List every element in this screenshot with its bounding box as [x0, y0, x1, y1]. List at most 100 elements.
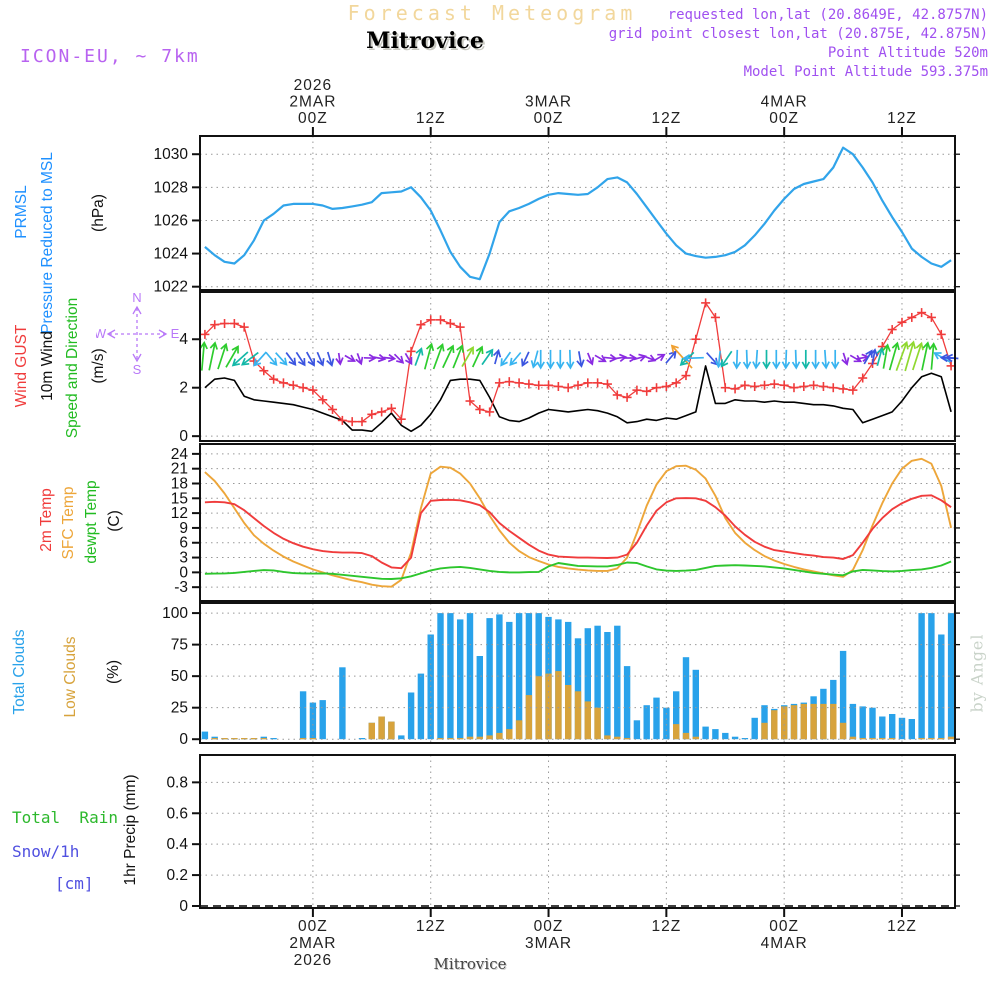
svg-text:1030: 1030: [154, 146, 189, 163]
wind-arrow-icon: [373, 353, 387, 363]
total-cloud-bar: [486, 618, 493, 740]
low-cloud-bar: [378, 716, 385, 740]
total-cloud-bar: [614, 625, 621, 740]
total-cloud-bar: [506, 621, 513, 740]
total-cloud-bar: [938, 634, 945, 740]
svg-text:00Z: 00Z: [769, 918, 799, 935]
wind-arrow-icon: [509, 351, 522, 367]
low-cloud-bar: [800, 703, 807, 740]
low-cloud-bar: [535, 676, 542, 740]
svg-text:1022: 1022: [154, 279, 188, 296]
wind-arrow-icon: [452, 344, 464, 369]
wind-arrow-icon: [521, 351, 530, 368]
north-arrowhead-icon: [132, 305, 142, 315]
low-cloud-bar: [673, 724, 680, 740]
wind-arrow-icon: [781, 349, 791, 370]
wind-arrow-icon: [335, 352, 344, 366]
svg-text:0.2: 0.2: [166, 867, 188, 884]
wind-arrow-icon: [253, 351, 267, 367]
svg-text:18: 18: [171, 475, 188, 492]
total-cloud-bar: [731, 736, 739, 740]
wind-arrow-icon: [225, 345, 239, 368]
wind-arrow-icon: [461, 346, 474, 367]
svg-text:25: 25: [171, 700, 188, 717]
wind-arrow-icon: [355, 353, 364, 366]
total-cloud-bar: [889, 714, 896, 740]
total-cloud-bar: [476, 656, 483, 740]
svg-text:12: 12: [171, 505, 188, 522]
total-cloud-bar: [398, 735, 405, 740]
low-cloud-bar: [466, 736, 474, 740]
total-cloud-bar: [496, 614, 503, 740]
wind-arrow-icon: [821, 349, 830, 370]
wind-arrow-icon: [944, 353, 959, 363]
low-cloud-bar: [525, 695, 533, 740]
svg-text:00Z: 00Z: [769, 110, 799, 127]
gridlines: [200, 136, 955, 908]
svg-text:2: 2: [179, 380, 188, 397]
svg-text:12Z: 12Z: [416, 110, 446, 127]
watermark: by Angel: [967, 633, 987, 713]
svg-text:0.6: 0.6: [166, 805, 188, 822]
total-cloud-bar: [898, 717, 906, 740]
wind-arrow-icon: [653, 353, 666, 362]
low-cloud-bar: [368, 722, 375, 740]
low-cloud-bar: [820, 703, 827, 740]
wind-panel: [199, 298, 959, 433]
wind-arrow-icon: [363, 353, 377, 363]
panel-frames: [199, 135, 956, 909]
svg-text:12Z: 12Z: [887, 110, 917, 127]
total-cloud-bar: [849, 703, 857, 740]
total-cloud-bar: [584, 628, 591, 740]
wind-arrow-icon: [911, 341, 924, 371]
wind-direction-arrows: [199, 340, 959, 372]
wind-arrow-icon: [423, 342, 435, 370]
wind-arrow-icon: [665, 350, 677, 364]
low-cloud-bar: [241, 738, 248, 740]
svg-text:4MAR: 4MAR: [761, 935, 808, 952]
west-arrowhead-icon: [106, 329, 116, 339]
dewpt-line: [204, 560, 952, 580]
low-cloud-bar: [299, 738, 307, 740]
wind-arrow-icon: [305, 351, 316, 367]
wind-arrow-icon: [240, 351, 259, 366]
low-cloud-bar: [250, 738, 258, 740]
east-arrowhead-icon: [158, 329, 168, 339]
wind-arrow-icon: [530, 350, 539, 369]
svg-text:2026: 2026: [294, 77, 332, 94]
svg-text:12Z: 12Z: [651, 918, 681, 935]
t2m-line: [204, 494, 952, 570]
total-cloud-bar: [437, 613, 444, 740]
total-cloud-bar: [869, 707, 876, 740]
wind-arrow-icon: [536, 349, 545, 370]
requested-coords: requested lon,lat (20.8649E, 42.8757N): [667, 7, 988, 23]
request-info-block: requested lon,lat (20.8649E, 42.8757N) g…: [609, 6, 988, 82]
wind-arrow-icon: [295, 351, 306, 367]
wind-arrow-icon: [895, 340, 909, 371]
low-cloud-bar: [437, 738, 444, 740]
wind-arrow-icon: [594, 354, 607, 363]
low-cloud-bar: [476, 736, 483, 740]
total-cloud-bar: [447, 613, 454, 740]
wind-arrow-icon: [566, 349, 575, 370]
wind-arrow-icon: [199, 340, 208, 371]
low-cloud-bar: [515, 720, 523, 740]
wind-arrow-icon: [586, 352, 595, 366]
total-cloud-bar: [623, 666, 631, 740]
total-cloud-bar: [682, 657, 690, 740]
wind-arrow-icon: [326, 351, 335, 367]
wind-arrow-icon: [576, 351, 585, 368]
low-cloud-bar: [506, 729, 513, 740]
svg-text:1024: 1024: [154, 246, 189, 263]
low-cloud-bar: [614, 736, 621, 740]
page-title: Forecast Meteogram: [347, 1, 637, 25]
total-cloud-bar: [947, 613, 955, 740]
svg-text:0: 0: [179, 428, 188, 445]
axis-tick-labels: 10221024102610281030024-3036912151821240…: [154, 77, 917, 969]
gust-markers: [200, 298, 956, 427]
svg-text:15: 15: [171, 490, 188, 507]
model-altitude: Model Point Altitude 593.375m: [743, 64, 988, 80]
rain-label: Total Rain: [12, 808, 118, 827]
